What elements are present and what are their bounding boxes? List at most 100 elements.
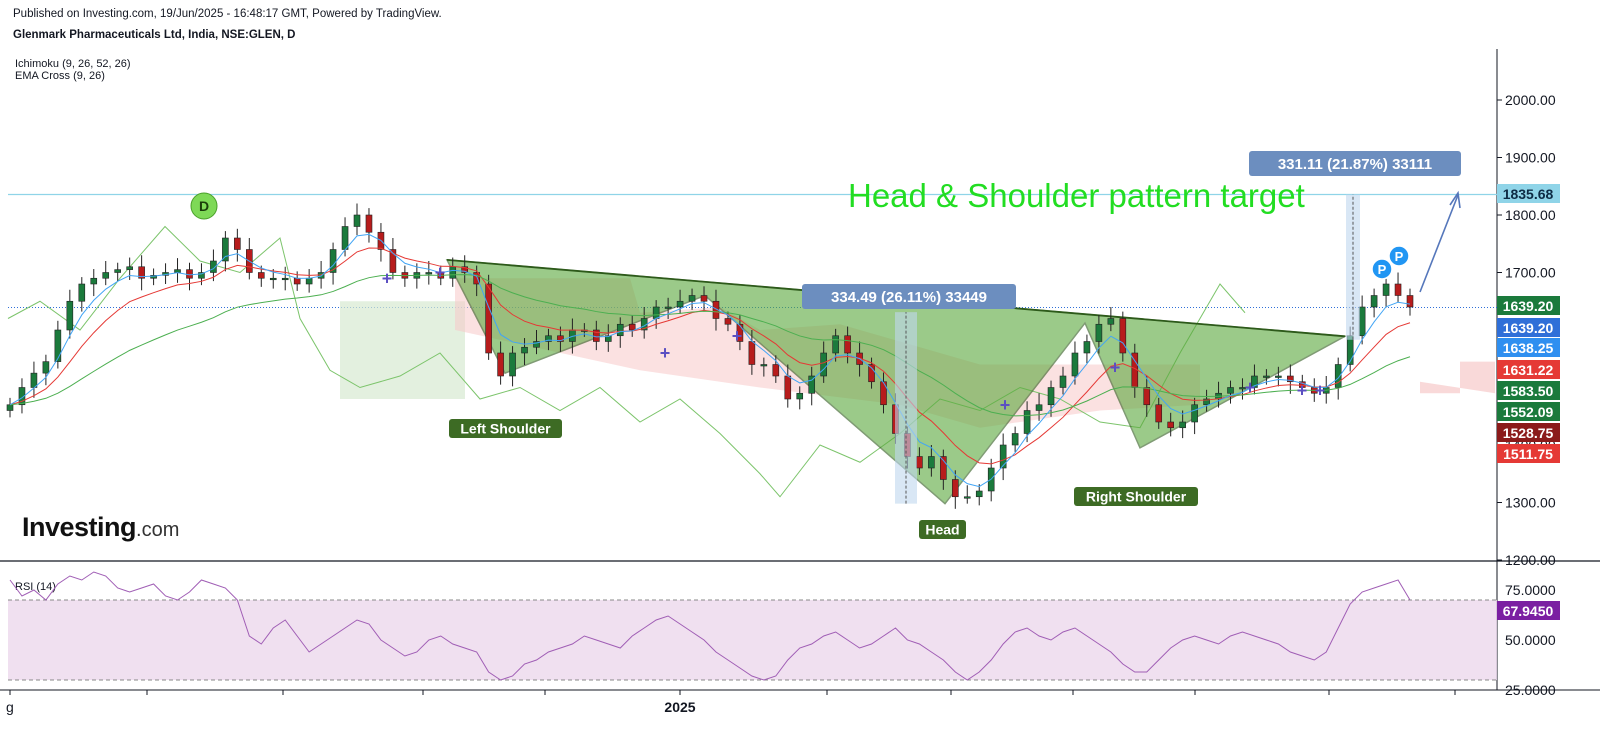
rsi-tick-label: 75.0000 xyxy=(1505,582,1556,598)
candle-body xyxy=(269,277,277,281)
indicator-ichimoku-label[interactable]: Ichimoku (9, 26, 52, 26) xyxy=(15,58,131,70)
candle-body xyxy=(186,269,193,279)
rsi-indicator-label[interactable]: RSI (14) xyxy=(15,581,56,593)
candle-body xyxy=(604,335,612,342)
candle-body xyxy=(78,283,86,302)
candle-body xyxy=(664,306,672,309)
candle-body xyxy=(1047,387,1055,406)
measure-label-1-text: 334.49 (26.11%) 33449 xyxy=(831,289,987,306)
candle-body xyxy=(868,364,875,383)
candle-body xyxy=(210,260,217,273)
candle-body xyxy=(102,272,110,279)
right-shoulder-label-text: Right Shoulder xyxy=(1086,489,1187,505)
rsi-band xyxy=(8,600,1497,680)
measure-label-2-bg xyxy=(1249,151,1461,176)
price-label-text: 1528.75 xyxy=(1503,425,1554,441)
candle-body xyxy=(1071,352,1079,377)
candle-body xyxy=(1406,295,1414,308)
candle-body xyxy=(1263,375,1270,378)
rsi-line xyxy=(9,571,1411,681)
measure-label-2-text: 331.11 (21.87%) 33111 xyxy=(1278,156,1432,173)
left-shoulder-label-bg xyxy=(449,419,562,438)
candle-body xyxy=(616,323,624,337)
candle-body xyxy=(30,372,38,388)
measure-label-1: 334.49 (26.11%) 33449 xyxy=(802,284,1016,309)
ema-cross-marker: + xyxy=(1245,378,1256,398)
ema-cross-marker: + xyxy=(382,268,393,288)
ema-cross-marker: + xyxy=(1297,380,1308,400)
candle-body xyxy=(449,266,457,279)
ema-cross-marker: + xyxy=(1110,357,1121,377)
candle-body xyxy=(222,237,229,262)
candle-body xyxy=(174,269,181,273)
candle-body xyxy=(66,300,74,331)
candle-body xyxy=(42,361,50,374)
candle-body xyxy=(1179,421,1186,429)
candle-body xyxy=(784,375,792,400)
rsi-tick-label: 50.0000 xyxy=(1505,632,1556,648)
price-label-bg xyxy=(1497,318,1560,337)
candle-body xyxy=(736,323,744,342)
candle-body xyxy=(389,249,397,273)
candle-body xyxy=(1155,404,1163,423)
candle-body xyxy=(509,352,516,377)
dividend-marker-text: D xyxy=(199,198,209,214)
symbol-title: Glenmark Pharmaceuticals Ltd, India, NSE… xyxy=(13,29,296,41)
head-label-bg xyxy=(919,520,966,539)
candle-body xyxy=(951,479,959,498)
left-shoulder-label: Left Shoulder xyxy=(449,419,562,438)
candle-body xyxy=(557,335,564,342)
candle-body xyxy=(1358,306,1366,337)
candle-body xyxy=(341,226,349,250)
candle-body xyxy=(844,335,851,354)
candle-body xyxy=(1167,421,1174,429)
candle-body xyxy=(1251,375,1258,388)
rsi-tick-label: 25.0000 xyxy=(1505,682,1556,698)
candle-body xyxy=(712,300,720,319)
candle-body xyxy=(1095,323,1103,342)
indicator-ema-label[interactable]: EMA Cross (9, 26) xyxy=(15,70,105,82)
right-shoulder-label: Right Shoulder xyxy=(1074,487,1198,506)
candle-body xyxy=(916,456,923,469)
rsi-current-value: 67.9450 xyxy=(1503,603,1554,619)
pivot-marker-circle xyxy=(1388,245,1410,267)
price-label-bg xyxy=(1497,402,1560,421)
candle-body xyxy=(963,496,971,499)
candle-body xyxy=(533,341,540,348)
candle-body xyxy=(365,214,373,233)
price-tick-label: 1300.00 xyxy=(1505,495,1556,511)
candle-body xyxy=(18,387,26,406)
candle-body xyxy=(628,323,636,331)
price-label-text: 1835.68 xyxy=(1503,186,1554,202)
price-label-text: 1631.22 xyxy=(1503,362,1554,378)
candle-body xyxy=(6,404,14,411)
rsi-current-bg xyxy=(1497,601,1560,620)
candle-body xyxy=(473,272,480,285)
candle-body xyxy=(54,329,62,362)
candle-body xyxy=(928,456,935,469)
pattern-target-text: Head & Shoulder pattern target xyxy=(848,177,1305,214)
ema-cross-marker: + xyxy=(1315,380,1326,400)
target-arrow-head xyxy=(1449,190,1461,209)
candle-body xyxy=(1059,375,1067,388)
ema-cross-marker: + xyxy=(435,263,446,283)
candle-body xyxy=(293,277,301,285)
price-label-text: 1639.20 xyxy=(1503,320,1554,336)
candle-body xyxy=(832,335,839,354)
ichimoku-cloud-green xyxy=(340,301,465,399)
price-tick-label: 2000.00 xyxy=(1505,92,1556,108)
candle-body xyxy=(281,277,289,281)
price-label-bg xyxy=(1497,381,1560,400)
candle-body xyxy=(257,272,265,279)
price-label-bg xyxy=(1497,360,1560,379)
right-shoulder-label-bg xyxy=(1074,487,1198,506)
candle-body xyxy=(150,275,157,279)
pivot-marker: P xyxy=(1371,258,1393,280)
candle-body xyxy=(1011,433,1019,446)
price-label-bg xyxy=(1497,338,1560,357)
candle-body xyxy=(198,272,205,279)
ichimoku-lagging-span xyxy=(7,225,1246,498)
candle-body xyxy=(1287,375,1294,383)
price-label-text: 1639.20 xyxy=(1503,298,1554,314)
